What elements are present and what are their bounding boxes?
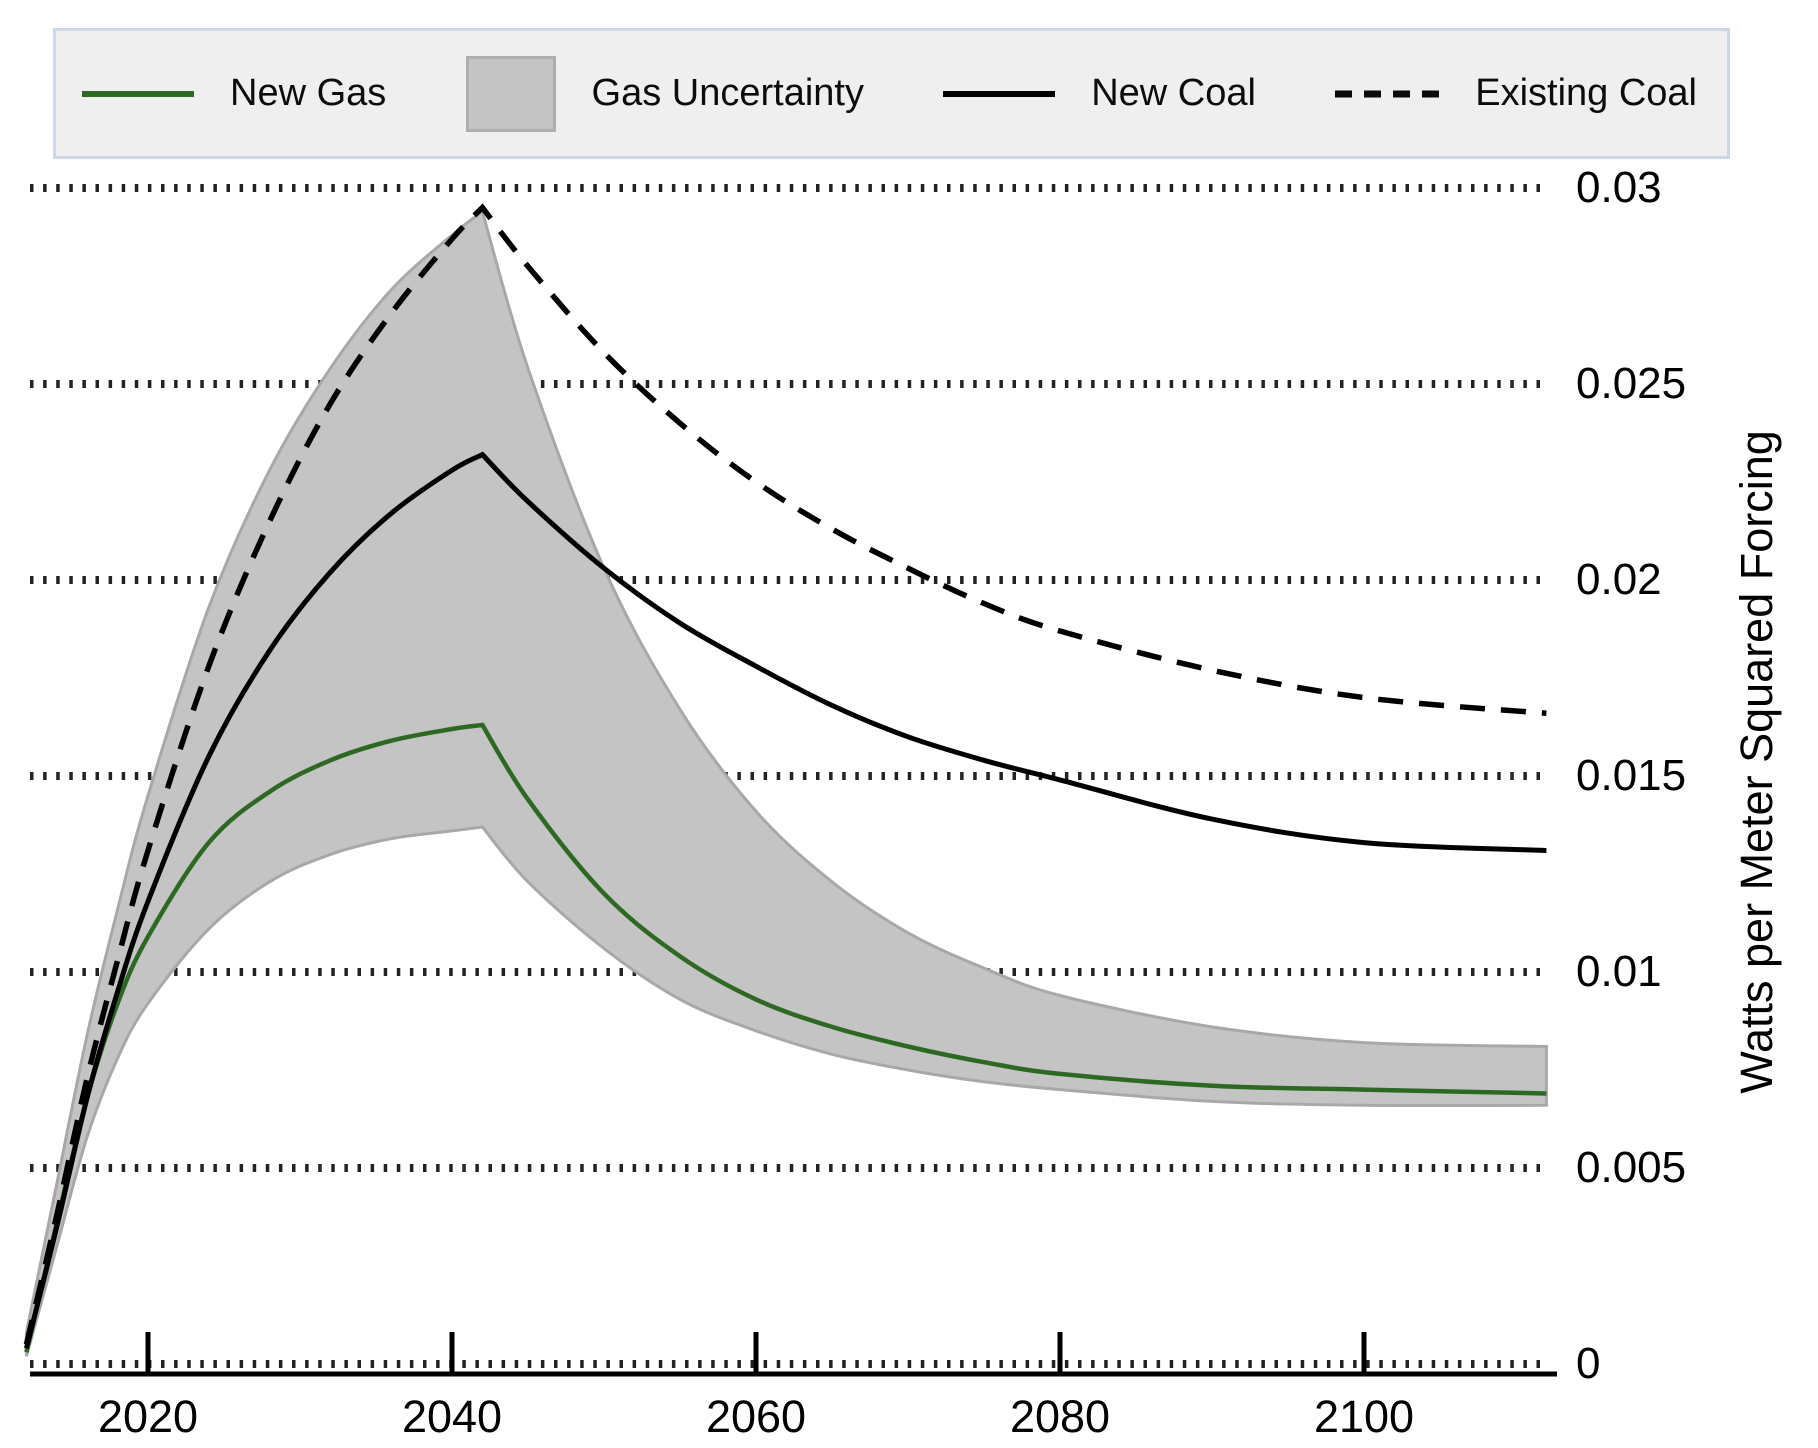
gas-uncertainty-band [24, 208, 1548, 1357]
legend-item-existing-coal: Existing Coal [1335, 72, 1697, 115]
existing-coal-dashed-swatch-icon [1335, 90, 1440, 97]
new-coal-line [23, 451, 1547, 1349]
legend-label-new-gas: New Gas [230, 72, 387, 114]
y-tick-label-0.025: 0.025 [1576, 359, 1687, 408]
new-coal-line-swatch-icon [943, 90, 1056, 97]
legend-label-existing-coal: Existing Coal [1475, 72, 1697, 114]
y-tick-label-0.015: 0.015 [1576, 751, 1687, 800]
legend-label-new-coal: New Coal [1091, 72, 1256, 114]
legend-item-new-coal: New Coal [943, 72, 1256, 115]
existing-coal-line [23, 203, 1547, 1346]
x-tick-label-2020: 2020 [97, 1391, 199, 1442]
y-tick-label-0.03: 0.03 [1576, 163, 1662, 212]
y-tick-label-0: 0 [1576, 1339, 1601, 1388]
y-tick-label-0.01: 0.01 [1576, 947, 1662, 996]
x-tick-label-2080: 2080 [1009, 1391, 1111, 1442]
y-tick-label-0.02: 0.02 [1576, 555, 1662, 604]
x-tick-label-2100: 2100 [1313, 1391, 1415, 1442]
y-tick-label-0.005: 0.005 [1576, 1143, 1687, 1192]
x-tick-label-2040: 2040 [401, 1391, 503, 1442]
new-gas-line-swatch-icon [82, 90, 194, 97]
legend: New Gas Gas Uncertainty New Coal Existin… [53, 28, 1730, 159]
gas-uncertainty-band-swatch-icon [465, 55, 556, 132]
legend-label-gas-uncertainty: Gas Uncertainty [591, 72, 864, 114]
legend-item-new-gas: New Gas [82, 72, 386, 115]
x-tick-label-2060: 2060 [705, 1391, 807, 1442]
new-gas-line [24, 722, 1547, 1353]
legend-item-gas-uncertainty: Gas Uncertainty [465, 55, 864, 132]
